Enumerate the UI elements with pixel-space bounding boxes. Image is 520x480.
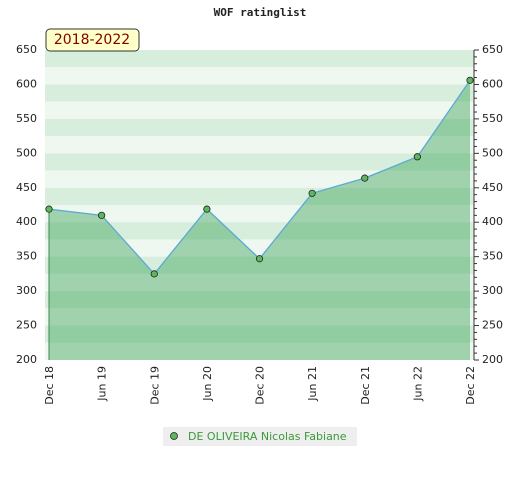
point (413, 153, 421, 161)
x-tick-label: Jun 21 (306, 366, 319, 402)
y-tick-label: 400 (16, 215, 37, 228)
y2-tick-label: 600 (482, 77, 503, 90)
band (45, 205, 474, 223)
band (45, 153, 474, 171)
legend (163, 427, 357, 446)
x-tick-label: Jun 20 (201, 366, 214, 402)
y-tick-label: 300 (16, 284, 37, 297)
y2-tick-label: 650 (482, 43, 503, 56)
band (45, 273, 474, 292)
y2-tick-label: 250 (482, 319, 503, 332)
band (45, 256, 474, 274)
point (466, 76, 474, 84)
band (45, 187, 474, 205)
y-tick-label: 600 (16, 77, 37, 90)
y-tick-label: 450 (16, 181, 37, 194)
point (361, 174, 369, 182)
point (308, 189, 316, 197)
chart-title: WOF ratinglist (214, 6, 307, 19)
y2-tick-label: 350 (482, 250, 503, 263)
y-tick-label: 250 (16, 319, 37, 332)
legend-label: DE OLIVEIRA Nicolas Fabiane (188, 430, 347, 443)
x-tick-label: Dec 18 (43, 366, 56, 405)
y-tick-label: 650 (16, 43, 37, 56)
badge-box (45, 28, 140, 52)
band (45, 291, 474, 309)
point (150, 270, 158, 278)
y-tick-label: 200 (16, 353, 37, 366)
point (203, 205, 211, 213)
band (45, 50, 474, 68)
point (98, 211, 106, 219)
x-tick-label: Dec 20 (254, 366, 267, 405)
point (255, 255, 264, 263)
band (45, 67, 474, 85)
band (45, 222, 474, 240)
band (45, 239, 474, 257)
x-tick-label: Dec 21 (359, 366, 372, 405)
band (45, 342, 474, 360)
x-tick-label: Jun 22 (411, 366, 424, 402)
band (45, 325, 474, 343)
area (49, 80, 470, 361)
y2-tick-label: 200 (482, 353, 503, 366)
band (45, 308, 474, 326)
y2-tick-label: 450 (482, 181, 503, 194)
band (45, 118, 474, 137)
legend-marker (170, 432, 178, 440)
x-tick-label: Dec 19 (148, 366, 161, 405)
band (45, 170, 474, 188)
x-tick-label: Dec 22 (464, 366, 477, 405)
plot (45, 76, 474, 361)
band (45, 101, 474, 119)
y2-tick-label: 500 (482, 146, 503, 159)
y-tick-label: 350 (16, 250, 37, 263)
y2-tick-label: 300 (482, 284, 503, 297)
band (45, 84, 474, 102)
y2-tick-label: 550 (482, 112, 503, 125)
point (45, 205, 53, 213)
y2-tick-label: 400 (482, 215, 503, 228)
badge: 2018-2022 (54, 32, 130, 48)
y-tick-label: 500 (16, 146, 37, 159)
plot-background (45, 50, 474, 360)
band (45, 136, 474, 154)
y-tick-label: 550 (16, 112, 37, 125)
x-tick-label: Jun 19 (96, 366, 109, 402)
